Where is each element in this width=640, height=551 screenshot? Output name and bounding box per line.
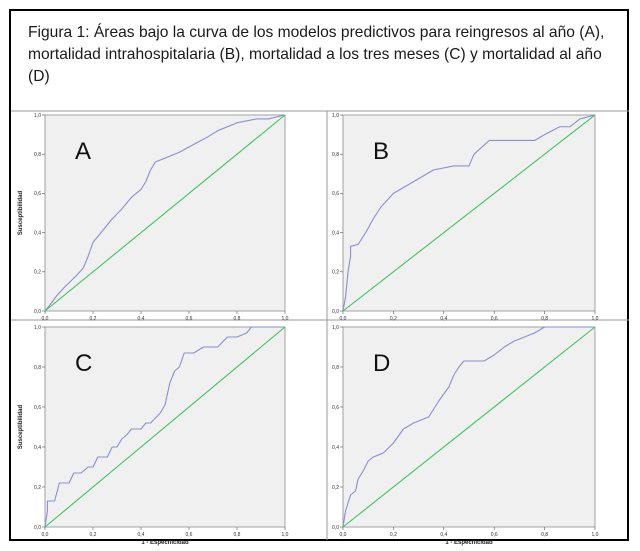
y-tick-label: 0,4 xyxy=(34,445,41,451)
x-tick-label: 0,2 xyxy=(90,316,97,322)
y-tick-label: 0,8 xyxy=(34,152,41,158)
y-axis-title: Susceptibilidad xyxy=(18,190,24,235)
y-tick-label: 0,6 xyxy=(332,191,339,197)
x-tick-label: 0,4 xyxy=(440,316,447,322)
x-tick-label: 0,2 xyxy=(90,532,97,538)
x-tick-label: 0,6 xyxy=(491,316,498,322)
x-tick-label: 0,8 xyxy=(234,532,241,538)
x-tick-label: 0,6 xyxy=(186,316,193,322)
roc-panel-c: 0,0 0,2 0,4 0,6 0,8 1,0 0,0 0,2 0,4 0,6 0,8 1,0 Susc… xyxy=(18,325,289,546)
y-tick-label: 0,8 xyxy=(34,365,41,371)
x-tick-label: 0,8 xyxy=(541,532,548,538)
y-tick-label: 0,4 xyxy=(332,230,339,236)
roc-curve-b xyxy=(342,114,596,312)
x-tick-label: 0,6 xyxy=(186,532,193,538)
x-tick-label: 0,4 xyxy=(440,532,447,538)
x-tick-label: 0,0 xyxy=(340,532,347,538)
y-tick-label: 0,4 xyxy=(332,445,339,451)
roc-panel-a: 0,0 0,2 0,4 0,6 0,8 1,0 0,0 0,2 0,4 0,6 0,8 1,0 Susc… xyxy=(18,113,289,322)
x-tick-label: 0,0 xyxy=(42,532,49,538)
x-tick-label: 0,6 xyxy=(491,532,498,538)
panel-letter-c: C xyxy=(75,350,92,377)
y-tick-label: 1,0 xyxy=(332,325,339,331)
x-tick-label: 0,4 xyxy=(138,532,145,538)
y-tick-label: 0,0 xyxy=(34,525,41,531)
panel-letter-d: D xyxy=(373,350,390,377)
x-tick-label: 0,2 xyxy=(390,532,397,538)
y-tick-label: 0,6 xyxy=(34,405,41,411)
y-tick-label: 0,0 xyxy=(34,309,41,315)
x-axis-title: 1 - Especificidad xyxy=(141,540,189,546)
x-tick-label: 1,0 xyxy=(592,316,599,322)
roc-panel-d: 0,0 0,2 0,4 0,6 0,8 1,0 0,0 0,2 0,4 0,6 0,8 1,0 1 - … xyxy=(332,325,599,546)
roc-curve-c xyxy=(44,326,285,528)
x-tick-label: 0,0 xyxy=(42,316,49,322)
y-tick-label: 0,0 xyxy=(332,309,339,315)
panel-letter-a: A xyxy=(75,138,91,165)
reference-line-c xyxy=(44,326,286,528)
x-tick-label: 1,0 xyxy=(592,532,599,538)
y-tick-label: 0,2 xyxy=(34,270,41,276)
x-tick-label: 0,0 xyxy=(340,316,347,322)
reference-line-a xyxy=(44,114,286,312)
reference-line-d xyxy=(342,326,596,528)
y-tick-label: 0,2 xyxy=(34,485,41,491)
x-tick-label: 0,8 xyxy=(234,316,241,322)
roc-curve-d xyxy=(342,326,595,528)
reference-line-b xyxy=(342,114,596,312)
roc-panel-b: 0,0 0,2 0,4 0,6 0,8 1,0 0,0 0,2 0,4 0,6 0,8 1,0 B xyxy=(332,113,599,322)
x-tick-label: 0,2 xyxy=(390,316,397,322)
y-tick-label: 1,0 xyxy=(34,113,41,119)
y-tick-label: 0,2 xyxy=(332,270,339,276)
y-axis-title: Susceptibilidad xyxy=(18,404,24,449)
x-axis-title: 1 - Especificidad xyxy=(445,540,493,546)
y-tick-label: 0,2 xyxy=(332,485,339,491)
y-tick-label: 0,6 xyxy=(34,191,41,197)
x-tick-label: 1,0 xyxy=(282,316,289,322)
x-tick-label: 1,0 xyxy=(282,532,289,538)
x-tick-label: 0,4 xyxy=(138,316,145,322)
y-tick-label: 0,4 xyxy=(34,230,41,236)
y-tick-label: 0,0 xyxy=(332,525,339,531)
y-tick-label: 0,8 xyxy=(332,365,339,371)
y-tick-label: 1,0 xyxy=(34,325,41,331)
panel-letter-b: B xyxy=(373,138,389,165)
y-tick-label: 0,6 xyxy=(332,405,339,411)
x-tick-label: 0,8 xyxy=(541,316,548,322)
figure-caption: Figura 1: Áreas bajo la curva de los mod… xyxy=(28,24,605,85)
y-tick-label: 0,8 xyxy=(332,152,339,158)
roc-curve-a xyxy=(44,114,286,312)
y-tick-label: 1,0 xyxy=(332,113,339,119)
